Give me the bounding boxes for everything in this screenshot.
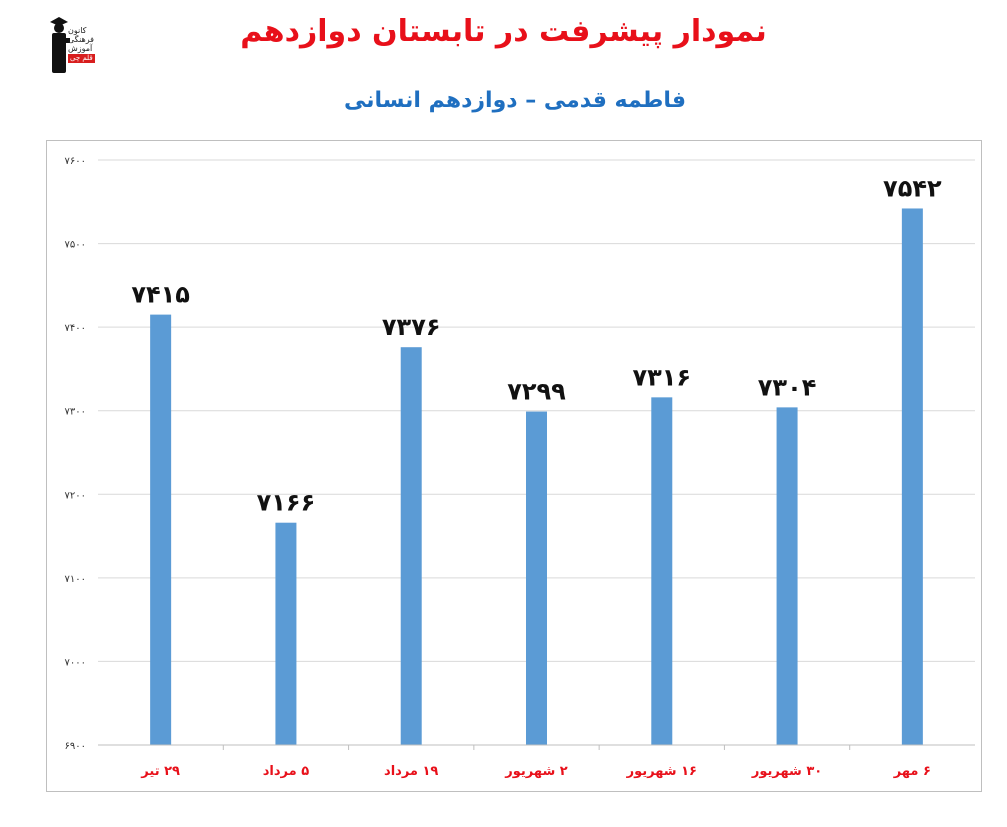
x-axis-ticks: ۲۹ تیر ۵ مرداد ۱۹ مرداد ۲ شهریور ۱۶ شهریور ۳۰… (140, 745, 931, 779)
y-tick-label: ۶۹۰۰ (65, 741, 86, 752)
x-tick-label: ۱۹ مرداد (384, 764, 438, 779)
logo-line: کانون (68, 26, 87, 35)
chart-subtitle: فاطمه قدمی – دوازدهم انسانی (343, 88, 687, 113)
data-label: ۷۱۶۶ (257, 489, 316, 517)
y-tick-label: ۷۱۰۰ (65, 574, 86, 585)
x-tick-label: ۵ مرداد (263, 764, 309, 779)
x-tick-label: ۲ شهریور (504, 764, 568, 779)
bar (526, 411, 547, 745)
bars (150, 208, 923, 745)
logo: کانون فرهنگی آموزش قلم چی (46, 12, 96, 78)
x-tick-label: ۲۹ تیر (140, 764, 180, 779)
x-tick-label: ۱۶ شهریور (626, 764, 697, 779)
bar-chart: ۶۹۰۰ ۷۰۰۰ ۷۱۰۰ ۷۲۰۰ ۷۳۰۰ ۷۴۰۰ ۷۵۰۰ ۷۶۰۰ ۷۴۱۵ ۷۱۶… (65, 156, 975, 779)
graduate-figure-icon (50, 17, 70, 73)
logo-line: آموزش (68, 44, 93, 53)
data-label: ۷۵۴۲ (883, 174, 942, 202)
data-label: ۷۴۱۵ (131, 281, 190, 309)
bar (901, 208, 923, 745)
bar (651, 397, 673, 745)
data-label: ۷۳۷۶ (382, 313, 441, 341)
data-labels: ۷۴۱۵ ۷۱۶۶ ۷۳۷۶ ۷۲۹۹ ۷۳۱۶ ۷۳۰۴ ۷۵۴۲ (131, 174, 942, 516)
x-tick-label: ۶ مهر (893, 764, 931, 779)
y-tick-label: ۷۶۰۰ (65, 156, 86, 167)
data-label: ۷۳۱۶ (632, 363, 691, 391)
logo-line: فرهنگی (68, 35, 94, 44)
bar (400, 347, 422, 745)
data-label: ۷۳۰۴ (758, 373, 817, 401)
logo-text: کانون فرهنگی آموزش قلم چی (68, 26, 95, 63)
chart-title: نمودار پیشرفت در تابستان دوازدهم (240, 14, 767, 49)
bar (150, 314, 172, 745)
y-tick-label: ۷۰۰۰ (65, 657, 86, 668)
y-tick-label: ۷۴۰۰ (65, 323, 86, 334)
y-tick-label: ۷۲۰۰ (65, 490, 86, 501)
bar (776, 407, 798, 745)
y-axis-ticks: ۶۹۰۰ ۷۰۰۰ ۷۱۰۰ ۷۲۰۰ ۷۳۰۰ ۷۴۰۰ ۷۵۰۰ ۷۶۰۰ (65, 156, 86, 752)
y-tick-label: ۷۵۰۰ (65, 240, 86, 251)
bar (275, 522, 297, 745)
data-label: ۷۲۹۹ (507, 378, 566, 406)
x-tick-label: ۳۰ شهریور (751, 764, 822, 779)
y-tick-label: ۷۳۰۰ (65, 407, 86, 418)
logo-badge: قلم چی (68, 54, 95, 63)
chart-frame: ۶۹۰۰ ۷۰۰۰ ۷۱۰۰ ۷۲۰۰ ۷۳۰۰ ۷۴۰۰ ۷۵۰۰ ۷۶۰۰ ۷۴۱۵ ۷۱۶… (46, 140, 982, 792)
